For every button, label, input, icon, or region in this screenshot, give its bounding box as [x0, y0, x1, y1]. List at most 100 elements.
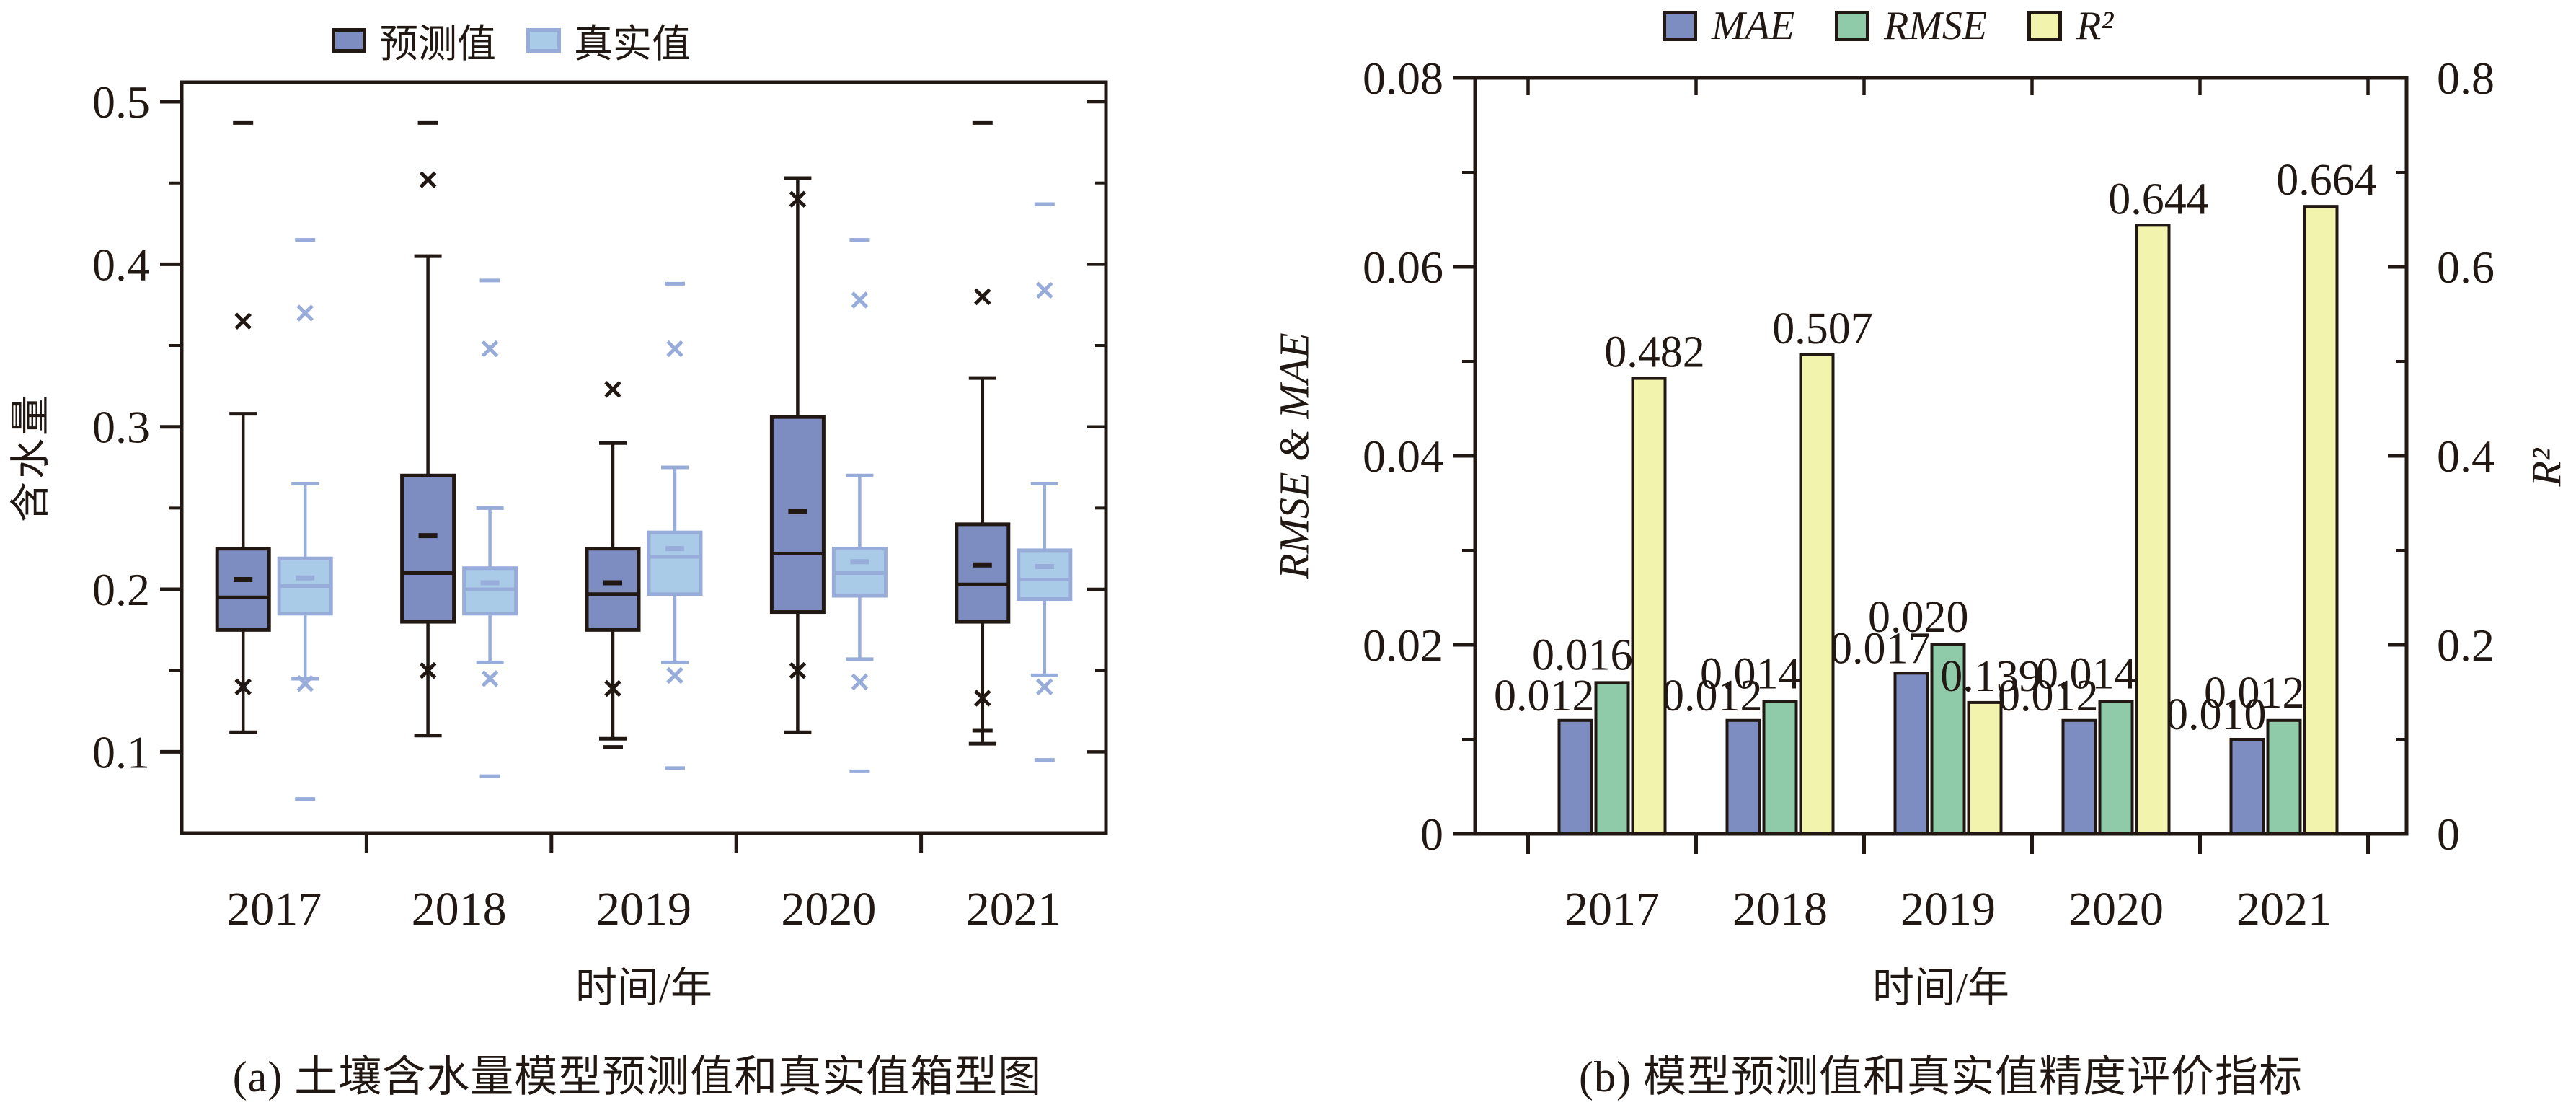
right-tick-label: 0.6: [2437, 242, 2495, 293]
bar-RMSE-2019: [1930, 643, 1966, 835]
left-tick-label: 0.06: [1363, 242, 1443, 293]
legend-label-true: 真实值: [574, 22, 691, 66]
bar-value-label: 0.020: [1868, 593, 1969, 642]
y-tick-label: 0.5: [92, 76, 150, 128]
outlier-x-marker: [789, 661, 807, 679]
y-tick-label: 0.1: [92, 726, 150, 778]
outlier-x-marker: [851, 291, 869, 309]
bar-value-label: 0.012: [1494, 672, 1595, 721]
x-category-label: 2019: [596, 883, 691, 935]
legend-label-predicted: 预测值: [379, 22, 496, 66]
outlier-x-marker: [234, 678, 252, 695]
bar-R²-2019: [1967, 700, 2003, 835]
box-true-2021: [1017, 202, 1073, 762]
predicted-swatch: [332, 27, 366, 53]
legend-label-mae: MAE: [1712, 4, 1795, 48]
box-predicted-2020: [769, 176, 826, 734]
legend-label-r2: R²: [2076, 4, 2114, 48]
legend-bars: MAE RMSE R²: [1663, 3, 2113, 49]
box-predicted-2018: [400, 120, 456, 738]
bar-RMSE-2017: [1594, 681, 1630, 836]
y-tick-label: 0.2: [92, 564, 150, 615]
legend-item-mae: MAE: [1663, 3, 1794, 49]
outlier-x-marker: [234, 312, 252, 330]
outlier-x-marker: [604, 381, 621, 398]
bars-left-y-axis-title: RMSE & MAE: [1270, 333, 1318, 579]
x-category-label: 2021: [966, 883, 1061, 935]
y-tick-label: 0.4: [92, 239, 150, 290]
bar-value-label: 0.010: [2166, 690, 2267, 739]
bars-panel: 0 0.02 0.04 0.06 0.08 0 0.2 0.4 0.6 0.8 2017 2018 20…: [1363, 53, 2495, 935]
outlier-x-marker: [296, 674, 314, 692]
legend-item-true: 真实值: [526, 12, 691, 69]
box-true-2020: [831, 238, 888, 773]
right-tick-label: 0.8: [2437, 53, 2495, 104]
boxplot-x-axis-title: 时间/年: [575, 964, 713, 1011]
bar-RMSE-2020: [2098, 700, 2134, 835]
left-tick-label: 0.04: [1363, 431, 1443, 482]
box-body: [955, 522, 1011, 624]
legend-label-rmse: RMSE: [1884, 4, 1988, 48]
bar-MAE-2020: [2061, 718, 2097, 835]
box-true-2018: [462, 278, 518, 778]
bar-value-label: 0.644: [2108, 175, 2209, 224]
legend-item-predicted: 预测值: [332, 12, 496, 69]
mae-swatch: [1663, 11, 1697, 41]
x-category-label: 2018: [412, 883, 507, 935]
right-tick-label: 0: [2437, 809, 2460, 860]
left-tick-label: 0.08: [1363, 53, 1443, 104]
outlier-x-marker: [296, 304, 314, 322]
boxplot-panel: 0.1 0.2 0.3 0.4 0.5 2017 2018 2019 2020 2021: [92, 76, 1108, 935]
x-category-label: 2019: [1900, 883, 1996, 935]
outlier-x-marker: [604, 679, 621, 697]
outlier-x-marker: [974, 288, 991, 306]
r2-swatch: [2027, 11, 2063, 41]
bars-x-axis-title: 时间/年: [1872, 964, 2010, 1011]
outlier-x-marker: [1036, 678, 1053, 695]
outlier-x-marker: [1036, 281, 1053, 299]
bar-R²-2017: [1631, 377, 1667, 835]
bar-value-label: 0.016: [1532, 630, 1633, 679]
bar-RMSE-2018: [1762, 700, 1798, 835]
caption-b: (b) 模型预测值和真实值精度评价指标: [1579, 1053, 2303, 1101]
bar-value-label: 0.012: [1998, 672, 2099, 721]
box-true-2017: [277, 238, 333, 801]
x-category-label: 2017: [226, 883, 322, 935]
box-predicted-2019: [585, 381, 641, 749]
bar-value-label: 0.482: [1604, 328, 1705, 377]
box-body: [1017, 548, 1073, 602]
bar-value-label: 0.507: [1772, 304, 1873, 353]
bar-R²-2021: [2303, 205, 2339, 836]
bar-MAE-2018: [1725, 718, 1761, 835]
x-category-label: 2021: [2236, 883, 2332, 935]
bar-MAE-2021: [2229, 738, 2265, 835]
outlier-x-marker: [481, 340, 499, 358]
rmse-swatch: [1835, 11, 1870, 41]
y-tick-label: 0.3: [92, 402, 150, 453]
box-body: [585, 547, 641, 632]
bar-value-label: 0.139: [1940, 652, 2041, 701]
true-swatch: [526, 27, 561, 53]
box-body: [769, 415, 826, 615]
right-tick-label: 0.2: [2437, 620, 2495, 671]
x-category-label: 2017: [1564, 883, 1660, 935]
box-body: [647, 530, 703, 596]
bars-right-y-axis-title: R²: [2523, 448, 2570, 487]
x-category-label: 2020: [781, 883, 876, 935]
bar-RMSE-2021: [2266, 718, 2302, 835]
outlier-x-marker: [666, 340, 683, 358]
boxplot-y-axis-title: 含水量: [9, 392, 54, 522]
outlier-x-marker: [666, 666, 683, 684]
left-tick-label: 0: [1420, 809, 1443, 860]
bar-value-label: 0.014: [2036, 650, 2137, 699]
x-category-label: 2020: [2068, 883, 2164, 935]
outlier-x-marker: [481, 670, 499, 687]
box-true-2019: [647, 281, 703, 770]
bar-R²-2018: [1799, 353, 1835, 835]
boxplot-frame: [180, 80, 1108, 835]
x-category-label: 2018: [1732, 883, 1828, 935]
bar-value-label: 0.017: [1830, 624, 1931, 673]
bar-value-label: 0.012: [1662, 672, 1763, 721]
